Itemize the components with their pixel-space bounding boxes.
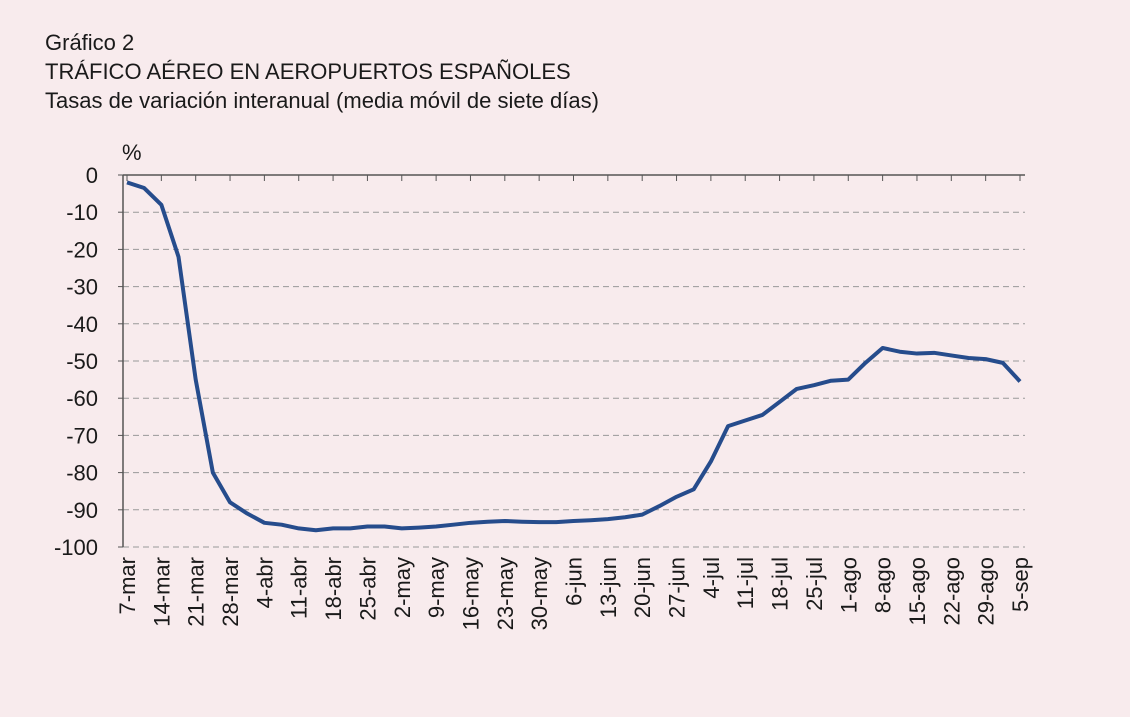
x-tick-label: 23-may bbox=[493, 557, 518, 630]
chart-title: TRÁFICO AÉREO EN AEROPUERTOS ESPAÑOLES bbox=[45, 59, 571, 84]
y-axis-label: % bbox=[122, 140, 142, 165]
y-tick-label: -40 bbox=[66, 312, 98, 337]
y-tick-label: -50 bbox=[66, 349, 98, 374]
x-tick-label: 4-jul bbox=[699, 557, 724, 599]
y-tick-label: -30 bbox=[66, 275, 98, 300]
x-tick-label: 28-mar bbox=[218, 557, 243, 627]
x-tick-label: 25-abr bbox=[355, 557, 380, 621]
x-tick-label: 6-jun bbox=[562, 557, 587, 606]
y-tick-label: -90 bbox=[66, 498, 98, 523]
y-tick-label: -100 bbox=[54, 535, 98, 560]
x-tick-label: 1-ago bbox=[836, 557, 861, 613]
x-tick-label: 5-sep bbox=[1008, 557, 1033, 612]
x-tick-label: 18-jul bbox=[768, 557, 793, 611]
x-tick-label: 13-jun bbox=[596, 557, 621, 618]
x-tick-label: 8-ago bbox=[871, 557, 896, 613]
x-tick-label: 27-jun bbox=[665, 557, 690, 618]
x-tick-label: 20-jun bbox=[630, 557, 655, 618]
x-tick-label: 11-abr bbox=[287, 557, 312, 619]
chart-label: Gráfico 2 bbox=[45, 30, 134, 55]
x-tick-label: 18-abr bbox=[321, 557, 346, 621]
chart-subtitle: Tasas de variación interanual (media móv… bbox=[45, 88, 599, 113]
y-tick-label: -80 bbox=[66, 461, 98, 486]
x-tick-label: 25-jul bbox=[802, 557, 827, 611]
x-tick-label: 14-mar bbox=[149, 557, 174, 627]
y-tick-label: 0 bbox=[86, 163, 98, 188]
x-tick-label: 9-may bbox=[424, 557, 449, 618]
y-tick-label: -60 bbox=[66, 386, 98, 411]
x-tick-label: 21-mar bbox=[184, 557, 209, 627]
x-tick-label: 30-may bbox=[527, 557, 552, 630]
x-tick-label: 4-abr bbox=[252, 557, 277, 608]
x-tick-label: 7-mar bbox=[115, 557, 140, 614]
y-tick-label: -70 bbox=[66, 423, 98, 448]
x-tick-label: 2-may bbox=[390, 557, 415, 618]
y-tick-label: -10 bbox=[66, 200, 98, 225]
line bbox=[126, 180, 1022, 533]
x-tick-label: 15-ago bbox=[905, 557, 930, 626]
x-tick-label: 29-ago bbox=[974, 557, 999, 626]
y-tick-label: -20 bbox=[66, 237, 98, 262]
x-tick-label: 22-ago bbox=[939, 557, 964, 626]
x-tick-label: 16-may bbox=[458, 557, 483, 630]
x-tick-label: 11-jul bbox=[733, 557, 758, 609]
